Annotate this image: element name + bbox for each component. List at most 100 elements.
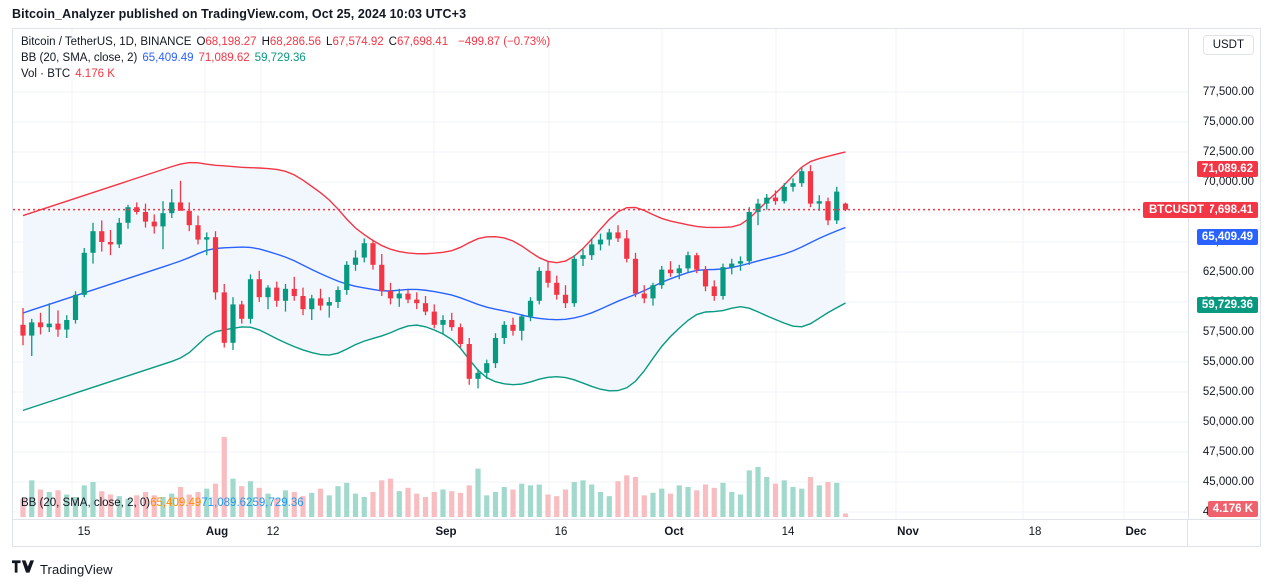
volume-bar bbox=[484, 495, 490, 517]
candle-body bbox=[606, 232, 612, 240]
volume-bar bbox=[195, 492, 201, 517]
volume-bar bbox=[597, 492, 604, 517]
candle-body bbox=[309, 298, 315, 310]
volume-bar bbox=[702, 484, 709, 517]
volume-bar bbox=[29, 480, 35, 517]
candle-body bbox=[702, 269, 709, 287]
time-tick-label: 16 bbox=[554, 526, 568, 538]
candle-body bbox=[99, 231, 105, 242]
candle-body bbox=[475, 372, 481, 379]
candle-body bbox=[457, 327, 464, 344]
volume-bar bbox=[142, 492, 149, 517]
volume-bar bbox=[659, 488, 665, 517]
volume-bar bbox=[379, 480, 385, 517]
volume-bar bbox=[335, 486, 341, 517]
volume-bar bbox=[396, 491, 402, 517]
candle-body bbox=[247, 279, 254, 319]
volume-bar bbox=[685, 487, 691, 517]
volume-bar bbox=[615, 481, 621, 517]
candle-body bbox=[501, 324, 507, 338]
volume-bar bbox=[239, 486, 245, 517]
volume-bar bbox=[562, 489, 569, 517]
candle-body bbox=[615, 232, 621, 239]
volume-bar bbox=[99, 491, 105, 517]
candle-body bbox=[764, 197, 770, 204]
volume-bar bbox=[134, 495, 140, 517]
volume-bars bbox=[20, 437, 849, 517]
volume-bar bbox=[737, 494, 744, 517]
volume-bar bbox=[492, 492, 499, 517]
candle-body bbox=[632, 258, 639, 294]
volume-bar bbox=[694, 490, 700, 517]
price-axis[interactable]: USDT 77,500.00 75,000.00 72,500.00 70,000.0… bbox=[1188, 29, 1260, 519]
time-axis-separator bbox=[1187, 520, 1188, 546]
volume-bar bbox=[536, 484, 542, 517]
candle-body bbox=[440, 320, 446, 325]
chart-frame[interactable]: Bitcoin / TetherUS, 1D, BINANCE O68,198.2… bbox=[12, 28, 1261, 520]
volume-bar bbox=[554, 496, 560, 517]
bottom-bb-title: BB (20, SMA, close, 2, 0) bbox=[21, 497, 151, 509]
candle-body bbox=[265, 287, 271, 298]
candle-body bbox=[370, 243, 376, 265]
volume-bar bbox=[720, 482, 726, 517]
volume-bar bbox=[711, 487, 717, 517]
candle-body bbox=[142, 212, 149, 222]
candle-body bbox=[816, 201, 822, 204]
volume-bar bbox=[729, 492, 735, 517]
bottom-bb-v3: 59,729.36 bbox=[252, 497, 304, 509]
candle-body bbox=[125, 207, 131, 223]
candle-body bbox=[239, 304, 245, 319]
volume-bar bbox=[387, 478, 394, 517]
candle-body bbox=[151, 221, 157, 227]
last-price-label: 67,698.41 bbox=[1196, 201, 1258, 218]
volume-bar bbox=[825, 482, 831, 517]
candle-body bbox=[405, 293, 411, 300]
volume-bar bbox=[370, 492, 376, 517]
candle-body bbox=[317, 298, 324, 306]
candle-body bbox=[807, 171, 814, 204]
bb-upper-label: 71,089.62 bbox=[1196, 160, 1258, 177]
volume-bar bbox=[160, 497, 166, 517]
candle-body bbox=[186, 210, 192, 226]
volume-bar bbox=[431, 492, 437, 517]
candle-body bbox=[842, 203, 849, 210]
candle-body bbox=[64, 320, 70, 330]
candle-body bbox=[562, 294, 569, 304]
candle-body bbox=[667, 269, 674, 274]
time-tick-label: 15 bbox=[77, 526, 91, 538]
candle-body bbox=[291, 288, 297, 296]
volume-bar bbox=[457, 492, 464, 517]
volume-bar bbox=[545, 494, 551, 517]
volume-bar bbox=[37, 489, 44, 517]
price-tick: 50,000.00 bbox=[1202, 416, 1254, 428]
candle-body bbox=[676, 268, 682, 274]
candle-body bbox=[134, 207, 140, 212]
chart-canvas[interactable] bbox=[13, 29, 1189, 519]
candle-body bbox=[484, 363, 490, 373]
candle-body bbox=[589, 244, 595, 256]
volume-bar bbox=[107, 494, 114, 517]
candle-body bbox=[641, 293, 647, 299]
price-axis-unit[interactable]: USDT bbox=[1202, 35, 1254, 55]
volume-bar bbox=[589, 484, 595, 517]
candle-body bbox=[519, 316, 525, 331]
candle-body bbox=[746, 212, 752, 262]
volume-bar bbox=[667, 493, 674, 517]
volume-bar bbox=[247, 481, 254, 517]
time-tick-label: Nov bbox=[897, 526, 919, 538]
candle-body bbox=[624, 238, 630, 259]
candle-body bbox=[720, 267, 726, 296]
price-tick: 75,000.00 bbox=[1202, 116, 1254, 128]
volume-bar bbox=[72, 497, 79, 517]
candle-body bbox=[510, 324, 516, 331]
chart-pane[interactable] bbox=[13, 29, 1189, 519]
price-line-symbol-badge: BTCUSDT bbox=[1143, 201, 1210, 218]
volume-bar bbox=[650, 492, 656, 517]
candle-body bbox=[256, 279, 262, 298]
volume-bar bbox=[606, 496, 612, 517]
time-axis[interactable]: 15 Aug 12 Sep 16 Oct 14 Nov 18 Dec bbox=[12, 520, 1261, 547]
candle-body bbox=[46, 323, 52, 328]
candle-body bbox=[790, 183, 796, 187]
volume-bar bbox=[781, 480, 787, 517]
volume-bar bbox=[274, 498, 280, 517]
